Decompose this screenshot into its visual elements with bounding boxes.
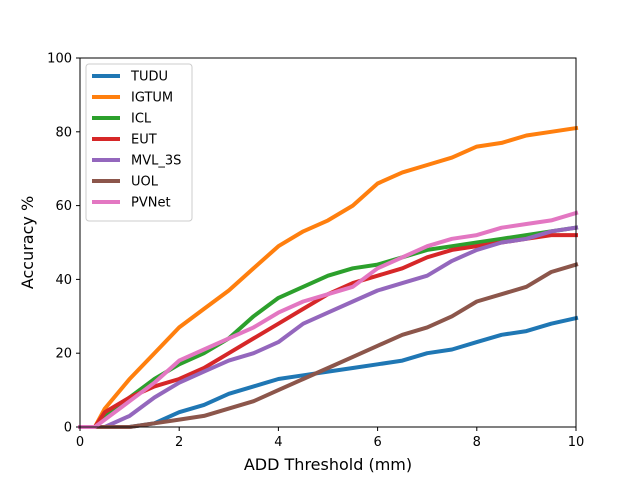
legend-label: ICL <box>131 112 152 127</box>
y-tick-label: 0 <box>64 421 72 436</box>
plot-frame <box>79 57 577 428</box>
x-tick-label: 4 <box>274 435 282 450</box>
y-axis-ticks: 0 20 40 60 80 100 <box>47 52 80 436</box>
y-tick-label: 20 <box>55 347 72 362</box>
x-tick-label: 2 <box>175 435 183 450</box>
series-line-uol <box>78 262 579 429</box>
legend-label: MVL_3S <box>131 154 181 169</box>
series-line-pvnet <box>78 210 579 429</box>
x-axis-label: ADD Threshold (mm) <box>244 455 412 474</box>
x-tick-label: 10 <box>568 435 585 450</box>
legend-label: TUDU <box>130 70 168 85</box>
series-line-igtum <box>78 125 579 429</box>
series-line-mvl-3s <box>78 225 579 429</box>
y-tick-label: 100 <box>47 52 72 67</box>
y-tick-label: 60 <box>55 199 72 214</box>
x-axis-ticks: 0 2 4 6 8 10 <box>76 427 584 450</box>
legend-label: UOL <box>131 175 159 190</box>
legend-label: PVNet <box>131 196 171 211</box>
legend-label: IGTUM <box>131 91 173 106</box>
legend: TUDU IGTUM ICL EUT MVL_3S UOL PVNet <box>85 63 193 222</box>
x-tick-label: 0 <box>76 435 84 450</box>
series-line-icl <box>78 225 579 429</box>
x-tick-label: 8 <box>473 435 481 450</box>
series-line-tudu <box>78 315 579 429</box>
y-tick-label: 40 <box>55 273 72 288</box>
x-tick-label: 6 <box>373 435 381 450</box>
y-axis-label: Accuracy % <box>18 196 37 289</box>
legend-label: EUT <box>131 133 157 148</box>
plot-lines <box>78 125 579 429</box>
y-tick-label: 80 <box>55 125 72 140</box>
